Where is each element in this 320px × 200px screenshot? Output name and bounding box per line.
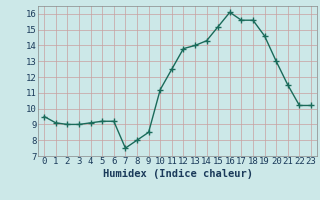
- X-axis label: Humidex (Indice chaleur): Humidex (Indice chaleur): [103, 169, 252, 179]
